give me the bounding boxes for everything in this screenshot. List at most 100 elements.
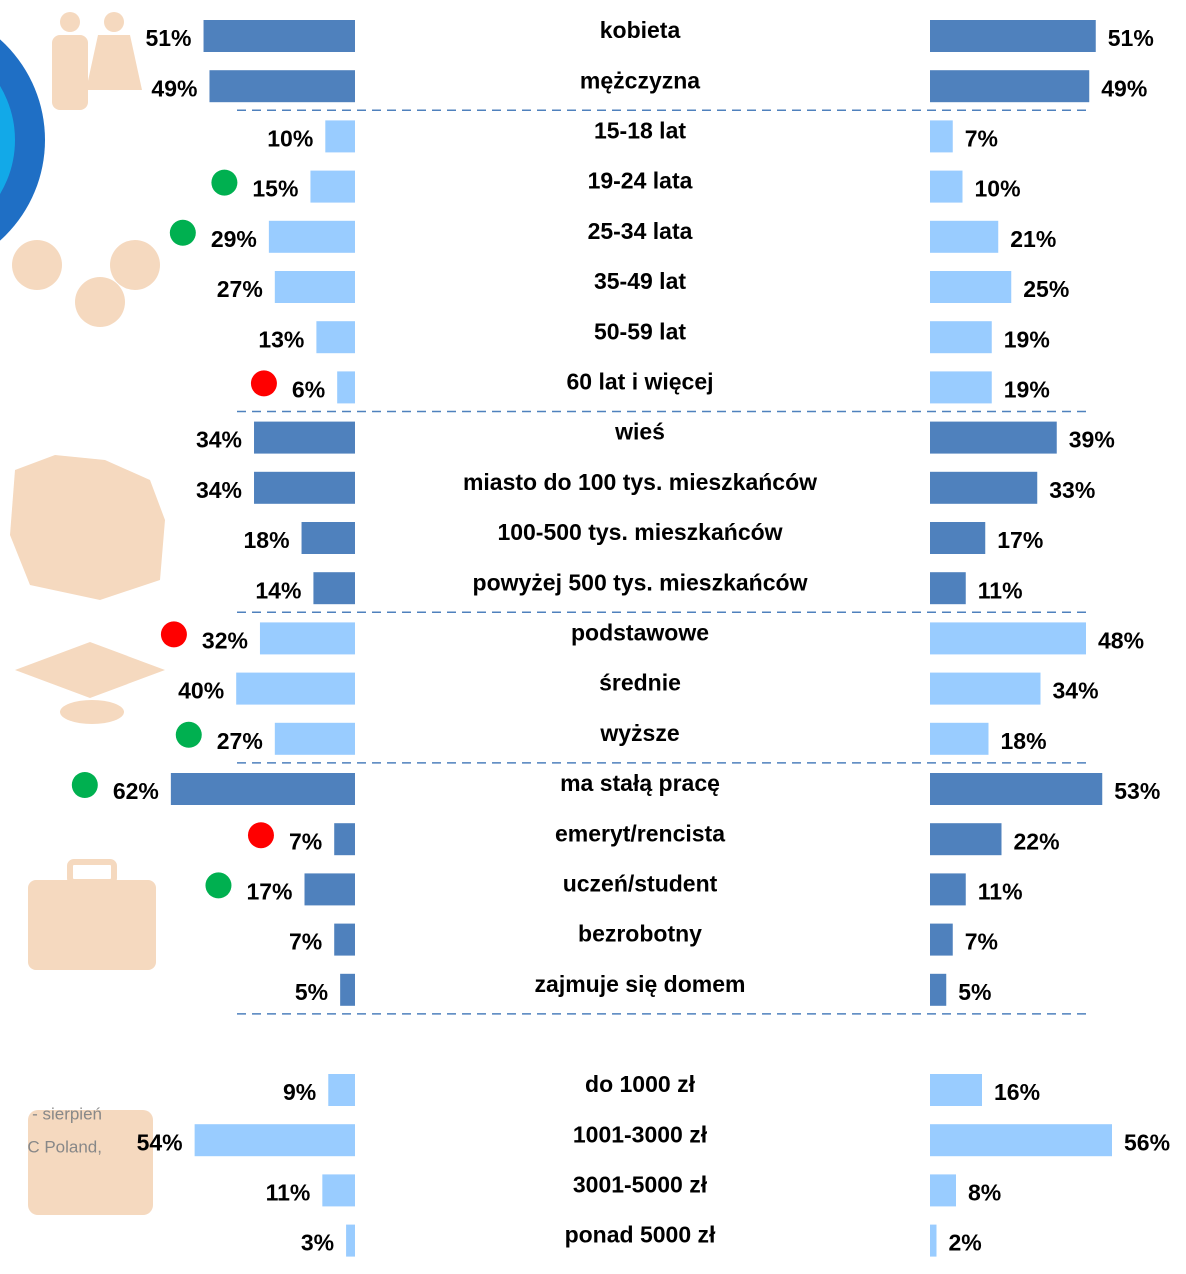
value-label-left: 11% xyxy=(266,1179,311,1205)
category-label: 15-18 lat xyxy=(594,117,686,143)
briefcase-icon xyxy=(67,859,117,885)
category-label: średnie xyxy=(599,670,681,696)
value-label-left: 62% xyxy=(113,778,159,804)
face-icon xyxy=(12,240,62,290)
category-label: do 1000 zł xyxy=(585,1071,696,1097)
value-label-left: 13% xyxy=(258,326,304,352)
bar-left xyxy=(194,1124,355,1157)
bar-right xyxy=(930,923,953,956)
bar-left xyxy=(310,170,355,203)
bar-left xyxy=(274,722,355,755)
category-label: wyższe xyxy=(599,720,679,746)
category-label: uczeń/student xyxy=(563,870,718,896)
bar-right xyxy=(930,1174,956,1207)
value-label-left: 18% xyxy=(243,527,289,553)
value-label-right: 25% xyxy=(1023,276,1069,302)
bar-right xyxy=(930,120,953,153)
bar-left xyxy=(170,773,355,805)
marker-dot xyxy=(211,169,238,196)
value-label-left: 34% xyxy=(196,427,242,453)
category-label: 19-24 lata xyxy=(588,168,693,194)
bar-right xyxy=(930,471,1038,504)
value-label-right: 53% xyxy=(1114,778,1160,804)
briefcase-icon xyxy=(28,880,156,970)
value-label-right: 48% xyxy=(1098,627,1144,653)
bar-left xyxy=(322,1174,355,1207)
value-label-left: 14% xyxy=(255,577,301,603)
category-label: miasto do 100 tys. mieszkańców xyxy=(463,469,817,495)
bar-left xyxy=(337,371,355,404)
value-label-right: 49% xyxy=(1101,75,1147,101)
bar-right xyxy=(930,1124,1112,1157)
bar-left xyxy=(203,20,355,52)
decorations xyxy=(0,12,165,1215)
value-label-right: 33% xyxy=(1049,477,1095,503)
value-label-left: 17% xyxy=(246,878,292,904)
value-label-right: 34% xyxy=(1053,678,1099,704)
bar-left xyxy=(254,471,355,504)
bar-right xyxy=(930,1224,937,1257)
value-label-left: 49% xyxy=(151,75,197,101)
bar-right xyxy=(930,873,966,906)
value-label-right: 7% xyxy=(965,929,998,955)
category-label: bezrobotny xyxy=(578,921,702,947)
bar-right xyxy=(930,773,1103,805)
category-label: wieś xyxy=(614,419,665,445)
blue-circle-inner xyxy=(0,85,15,195)
bar-left xyxy=(274,271,355,303)
marker-dot xyxy=(247,822,274,849)
bar-right xyxy=(930,522,986,554)
value-label-left: 9% xyxy=(283,1079,316,1105)
category-label: emeryt/rencista xyxy=(555,820,725,846)
value-label-right: 17% xyxy=(997,527,1043,553)
bar-left xyxy=(236,672,355,705)
bar-right xyxy=(930,70,1090,103)
value-label-right: 21% xyxy=(1010,226,1056,252)
category-label: 1001-3000 zł xyxy=(573,1121,708,1147)
value-label-left: 27% xyxy=(217,728,263,754)
category-label: kobieta xyxy=(600,17,681,43)
value-label-left: 27% xyxy=(217,276,263,302)
cap-icon xyxy=(15,642,165,698)
cap-icon xyxy=(60,700,124,724)
bar-left xyxy=(346,1224,355,1257)
face-icon xyxy=(75,277,125,327)
face-icon xyxy=(110,240,160,290)
value-label-right: 22% xyxy=(1014,828,1060,854)
bar-right xyxy=(930,421,1057,454)
marker-dot xyxy=(175,721,202,748)
value-label-right: 39% xyxy=(1069,427,1115,453)
marker-dot xyxy=(205,872,232,899)
category-label: powyżej 500 tys. mieszkańców xyxy=(473,569,808,595)
category-label: 35-49 lat xyxy=(594,268,686,294)
value-label-right: 11% xyxy=(978,878,1023,904)
category-label: ponad 5000 zł xyxy=(565,1222,716,1248)
bar-left xyxy=(334,823,355,856)
value-label-left: 10% xyxy=(267,125,313,151)
category-label: zajmuje się domem xyxy=(535,971,746,997)
category-label: 3001-5000 zł xyxy=(573,1171,708,1197)
bar-left xyxy=(304,873,355,906)
value-label-right: 7% xyxy=(965,125,998,151)
value-label-right: 16% xyxy=(994,1079,1040,1105)
bar-left xyxy=(316,321,355,354)
person-icon xyxy=(60,12,80,32)
value-label-right: 2% xyxy=(949,1230,982,1256)
value-label-right: 19% xyxy=(1004,326,1050,352)
value-label-left: 6% xyxy=(292,376,325,402)
value-label-right: 51% xyxy=(1108,25,1154,51)
bar-left xyxy=(340,973,355,1006)
map-icon xyxy=(10,455,165,600)
bar-right xyxy=(930,722,989,755)
value-label-right: 11% xyxy=(978,577,1023,603)
blue-circle xyxy=(0,39,45,241)
bar-left xyxy=(209,70,355,103)
person-icon xyxy=(52,35,88,110)
bar-right xyxy=(930,1074,982,1106)
value-label-right: 8% xyxy=(968,1179,1001,1205)
value-label-left: 29% xyxy=(211,226,257,252)
bar-left xyxy=(313,572,355,605)
value-label-left: 7% xyxy=(289,828,322,854)
value-label-left: 3% xyxy=(301,1230,334,1256)
value-label-right: 18% xyxy=(1001,728,1047,754)
